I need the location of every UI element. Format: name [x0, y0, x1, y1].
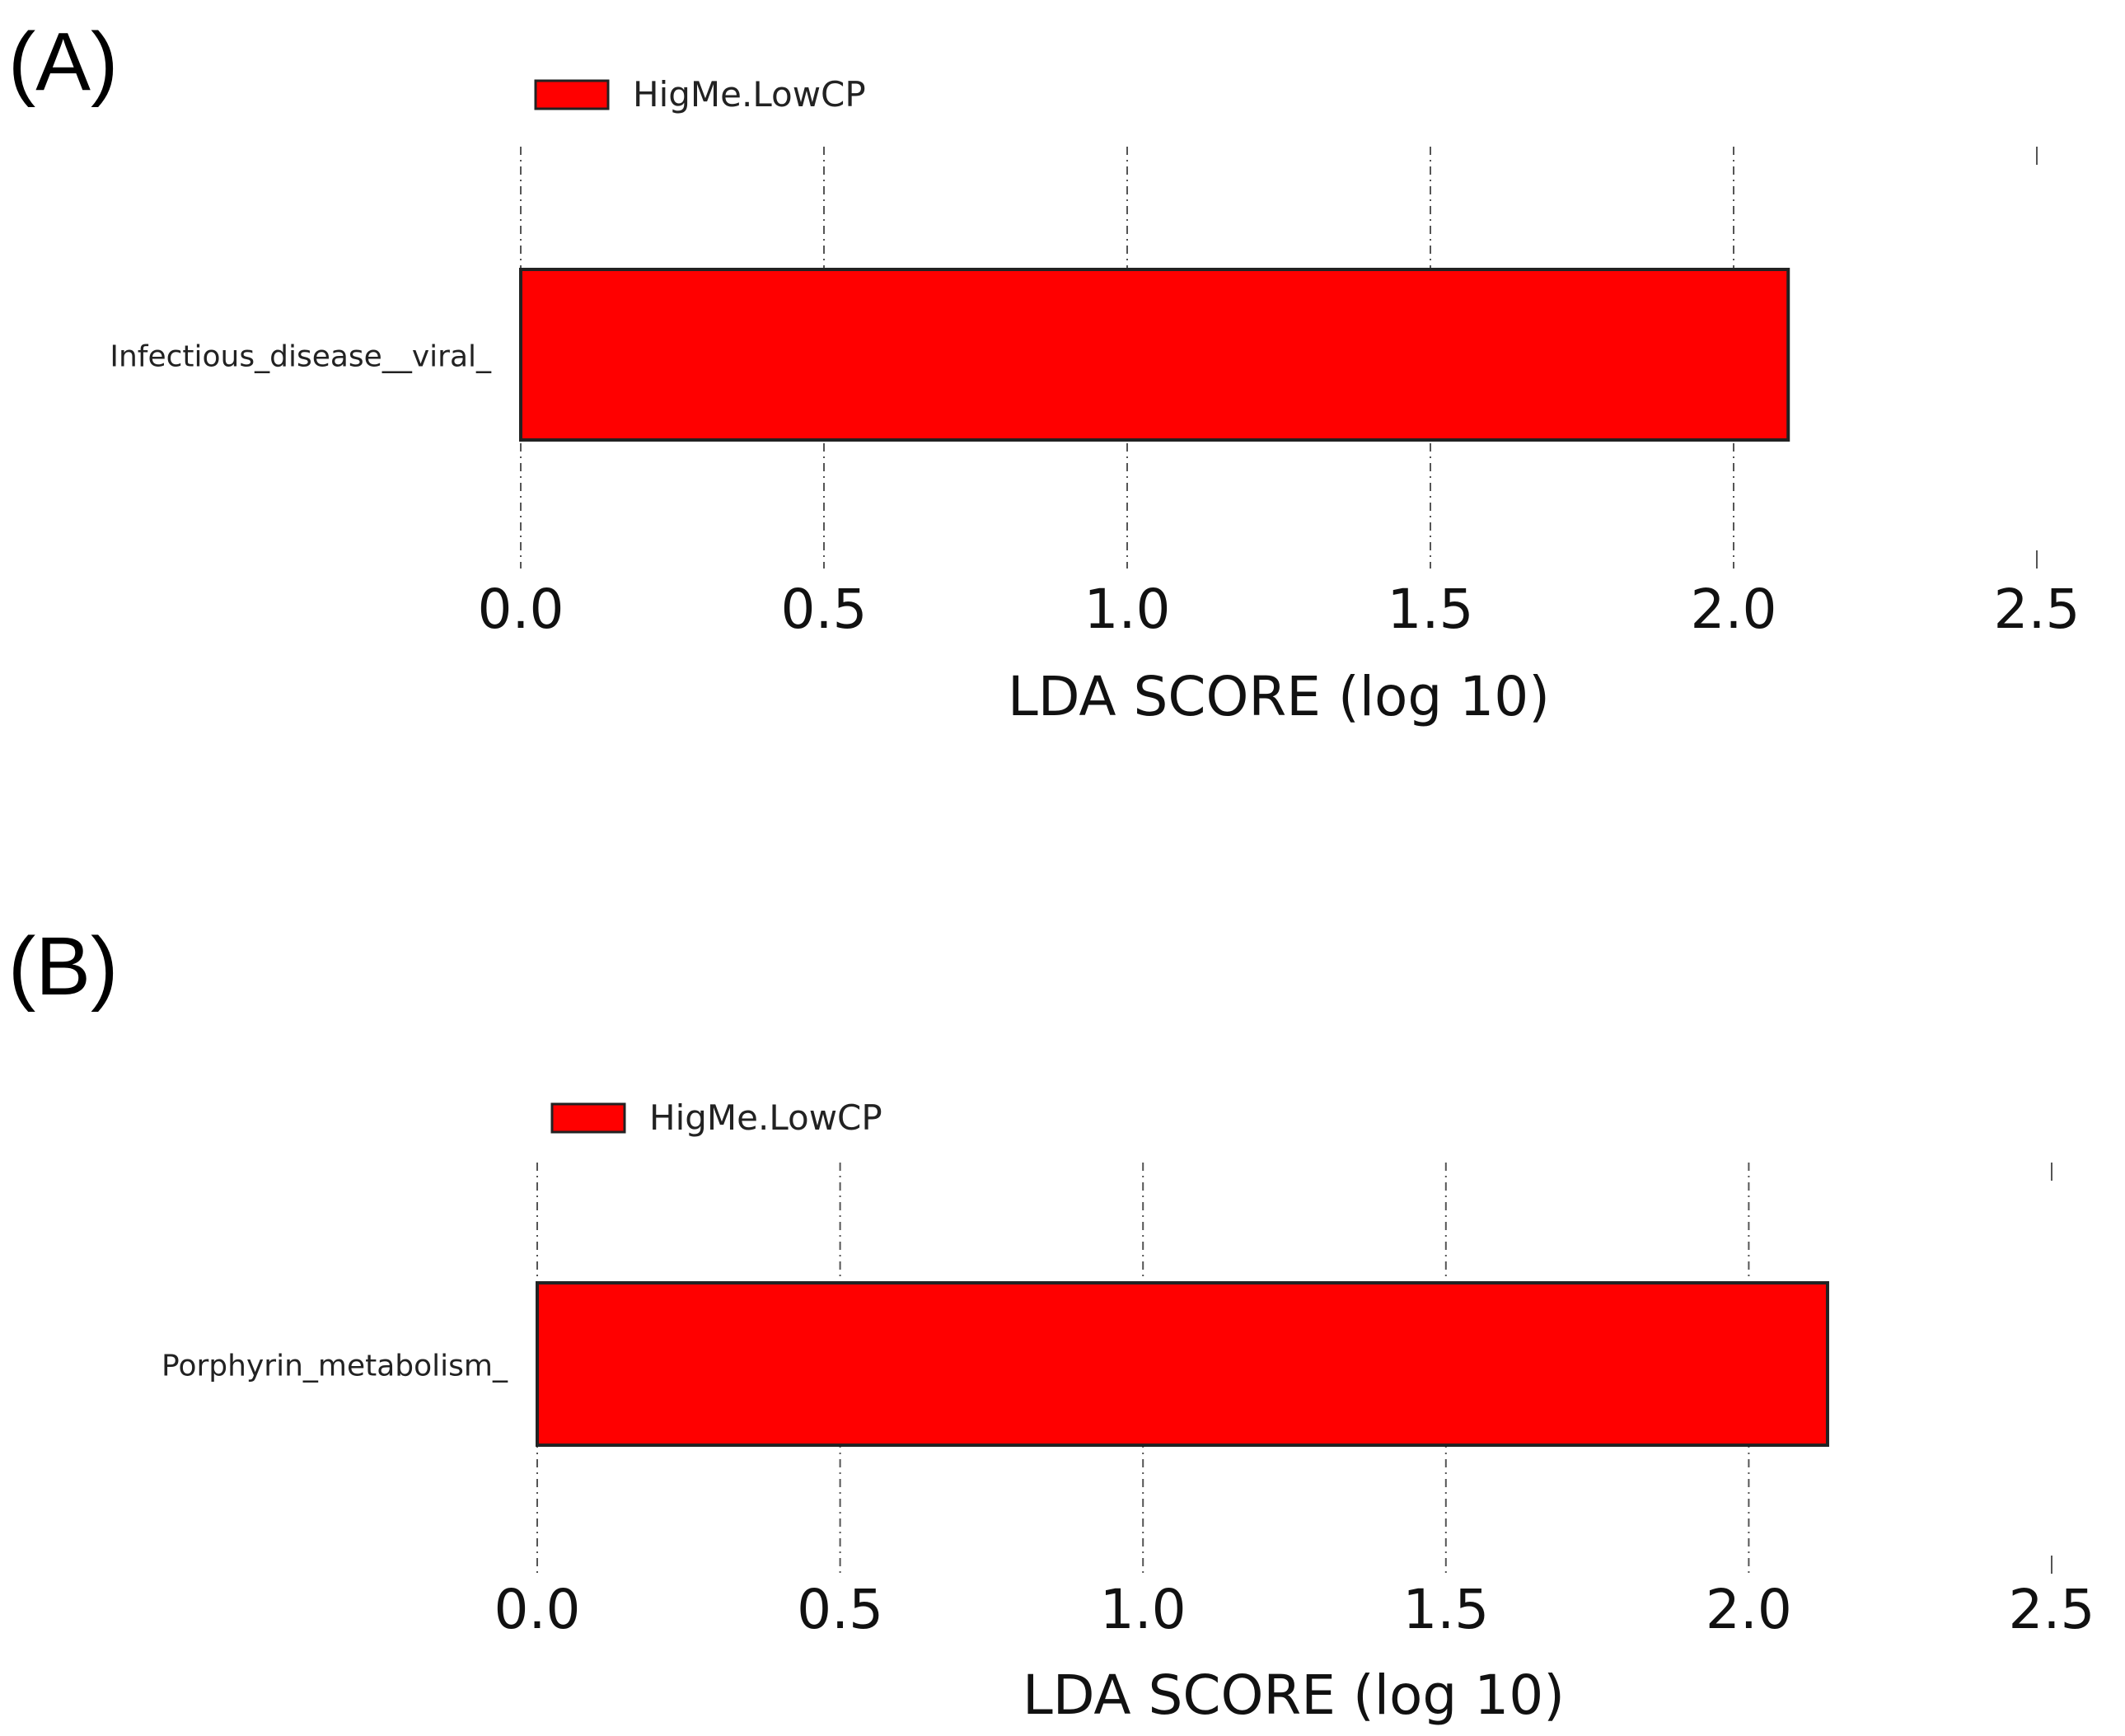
legend-label: HigMe.LowCP — [649, 1097, 882, 1138]
chart-a: HigMe.LowCP 0.0 0.5 1.0 1.5 2.0 2.5 Infectious_… — [110, 74, 2081, 728]
category-label: Porphyrin_metabolism_ — [161, 1350, 508, 1383]
x-axis-label: LDA SCORE (log 10) — [1023, 1663, 1565, 1727]
x-tick-label: 0.5 — [781, 578, 868, 641]
panel-b: (B) HigMe.LowCP 0.0 0.5 1.0 1.5 2.0 2.5 Porphyr… — [0, 868, 2125, 1733]
x-tick-label: 2.5 — [2009, 1578, 2095, 1641]
panel-label: (A) — [8, 16, 119, 108]
category-label: Infectious_disease__viral_ — [110, 340, 492, 374]
x-tick-label: 2.5 — [1994, 578, 2081, 641]
x-tick-label: 0.5 — [797, 1578, 883, 1641]
panel-a: (A) HigMe.LowCP 0.0 0.5 1.0 1.5 2.0 2.5 Infecti… — [0, 0, 2125, 865]
x-tick-label: 0.0 — [478, 578, 564, 641]
x-tick-label: 1.0 — [1084, 578, 1171, 641]
x-tick-label: 1.5 — [1388, 578, 1474, 641]
legend-swatch — [534, 79, 610, 110]
x-tick-label: 2.0 — [1691, 578, 1777, 641]
x-axis-label: LDA SCORE (log 10) — [1008, 665, 1550, 728]
x-tick-label: 1.5 — [1402, 1578, 1489, 1641]
legend-label: HigMe.LowCP — [633, 74, 866, 115]
x-tick-label: 0.0 — [494, 1578, 581, 1641]
panel-label: (B) — [8, 920, 119, 1013]
bar — [519, 268, 1790, 442]
x-tick-label: 1.0 — [1100, 1578, 1187, 1641]
legend-swatch — [550, 1102, 626, 1134]
x-tick-label: 2.0 — [1706, 1578, 1792, 1641]
chart-b: HigMe.LowCP 0.0 0.5 1.0 1.5 2.0 2.5 Porphyrin_m… — [161, 1097, 2095, 1727]
bar — [536, 1281, 1829, 1447]
